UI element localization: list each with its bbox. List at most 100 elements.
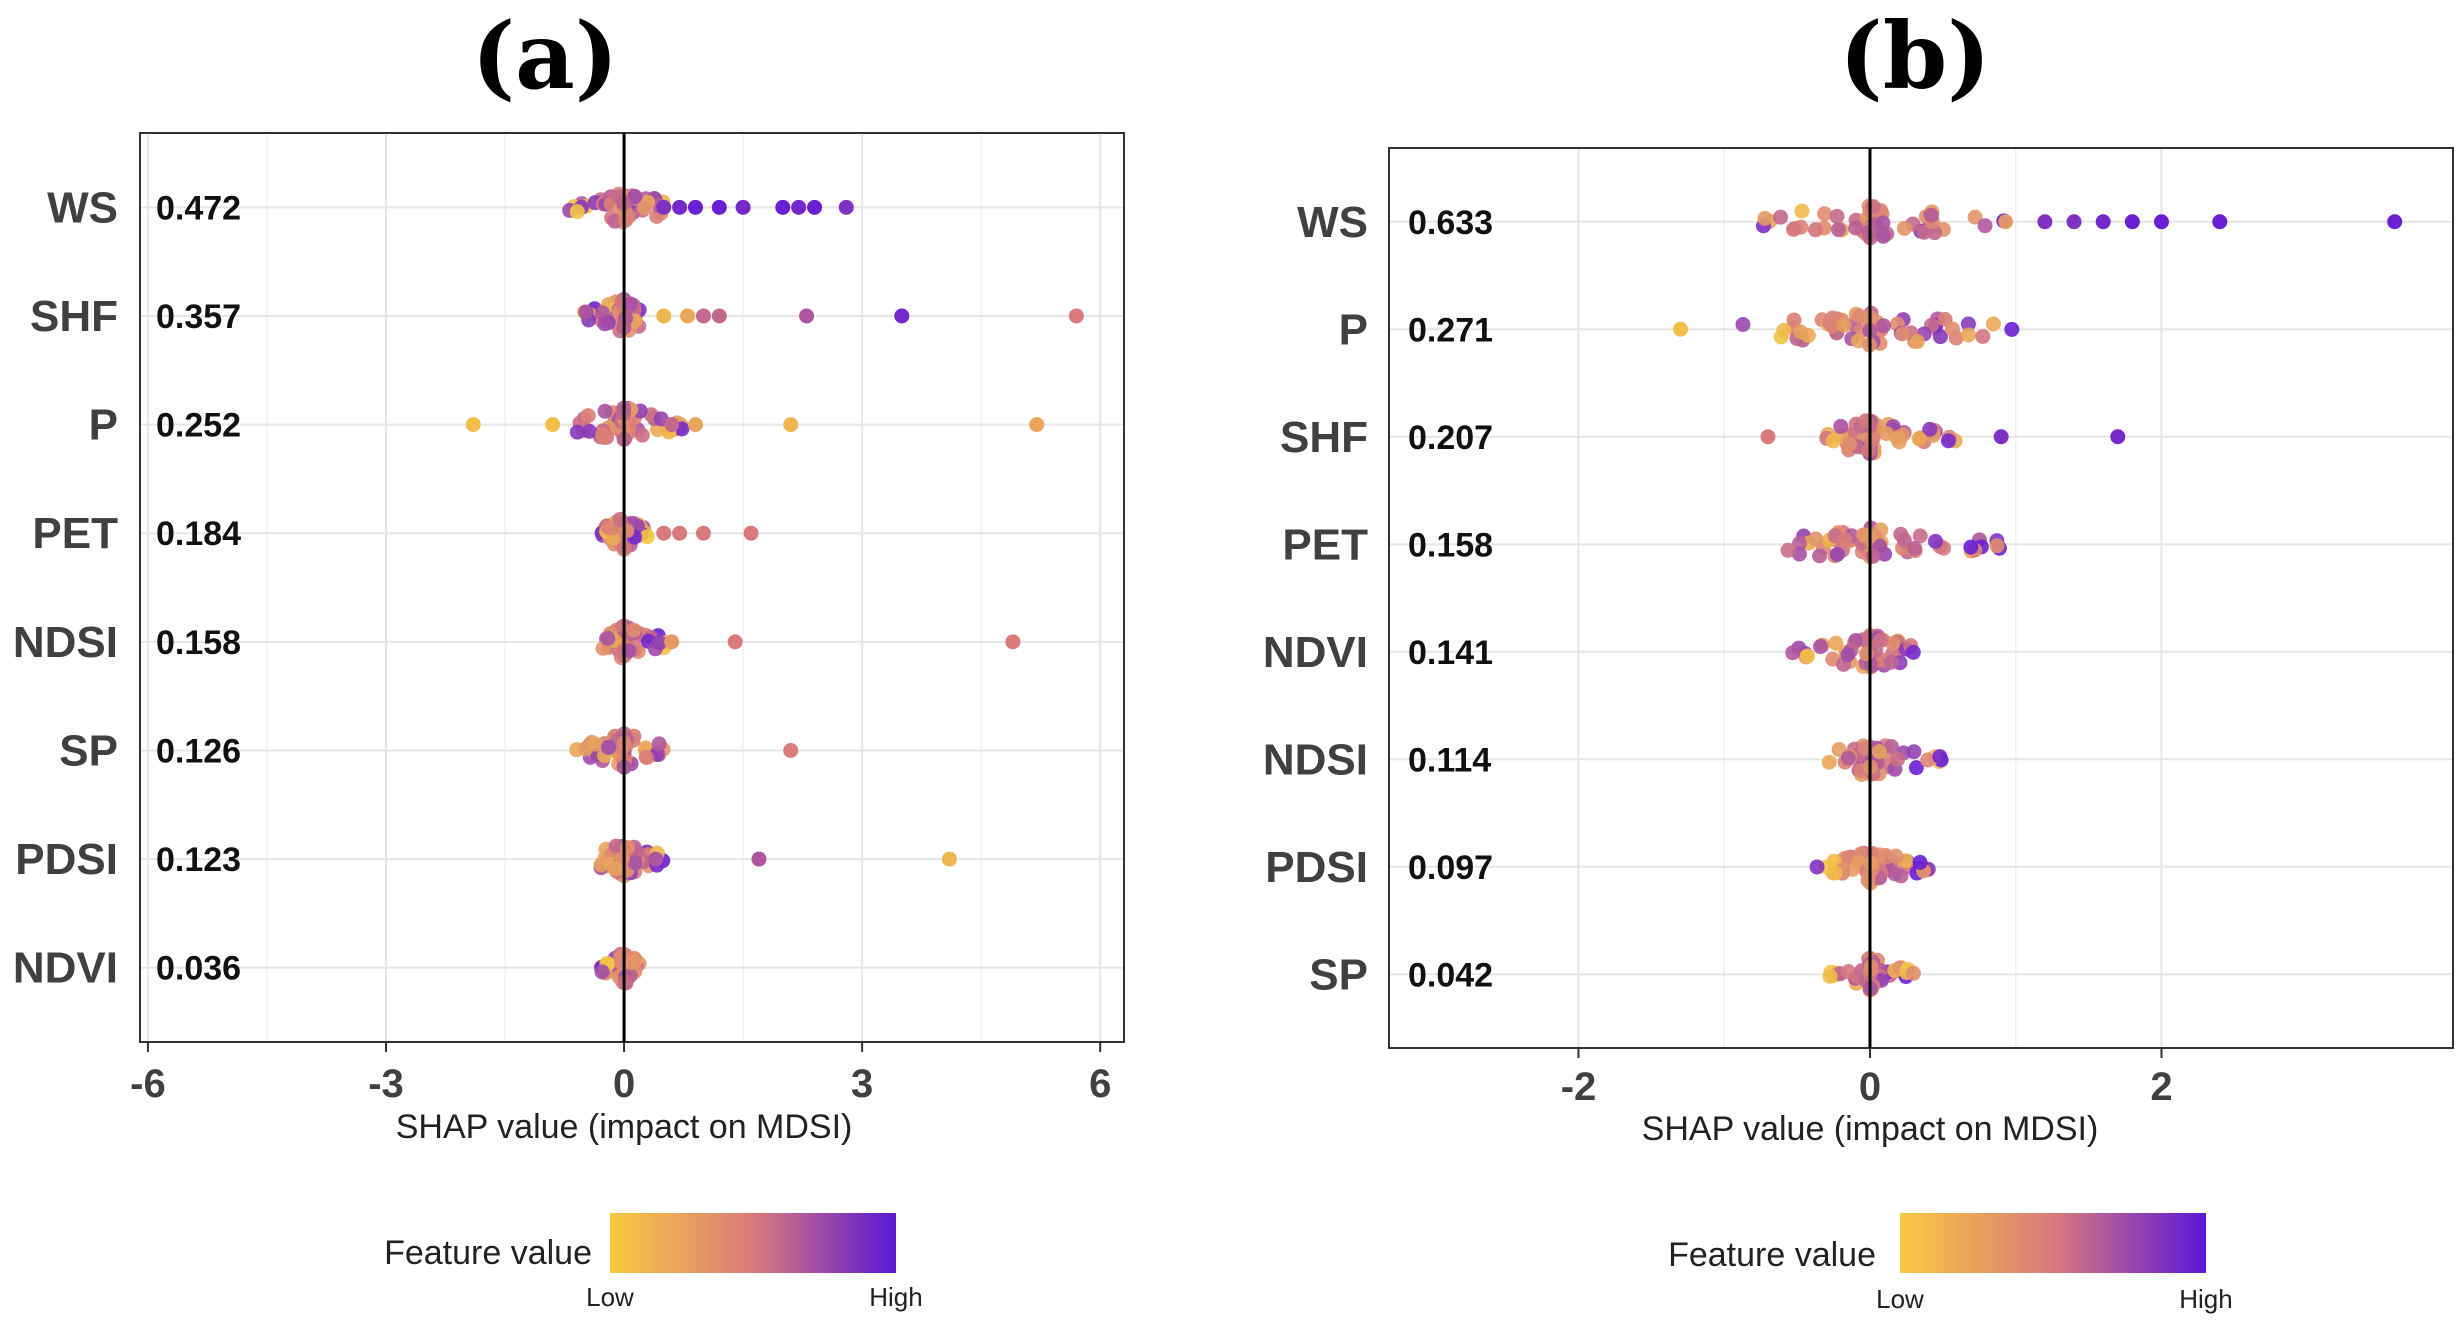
shap-point <box>1895 326 1911 342</box>
shap-point <box>1785 221 1801 237</box>
shap-point <box>1906 744 1922 760</box>
feature-name: NDSI <box>1263 735 1368 784</box>
shap-point <box>1812 548 1828 564</box>
shap-point <box>1905 965 1921 981</box>
shap-point <box>1833 418 1849 434</box>
feature-name: PET <box>32 509 118 558</box>
shap-point-tail <box>672 525 688 541</box>
feature-value-legend: Feature value Low High <box>384 1213 923 1312</box>
shap-point-tail <box>695 525 711 541</box>
shap-point <box>1905 644 1921 660</box>
legend-title: Feature value <box>384 1234 592 1272</box>
shap-point-tail <box>656 199 672 215</box>
shap-point <box>1827 865 1843 881</box>
shap-point <box>2004 321 2020 337</box>
shap-point <box>1875 215 1891 231</box>
x-axis-label: SHAP value (impact on MDSI) <box>396 1108 853 1146</box>
x-tick-label: -3 <box>368 1062 404 1106</box>
shap-point <box>1858 646 1874 662</box>
shap-point <box>1837 532 1853 548</box>
feature-importance: 0.207 <box>1408 419 1493 457</box>
shap-point-tail <box>711 199 727 215</box>
shap-point <box>1888 848 1904 864</box>
shap-point <box>1808 531 1824 547</box>
shap-point-tail <box>648 851 664 867</box>
shap-point <box>1871 744 1887 760</box>
legend-high-label: High <box>869 1282 922 1312</box>
feature-importance: 0.158 <box>156 624 241 662</box>
legend-colorbar <box>1900 1213 2206 1273</box>
x-tick-label: 0 <box>613 1062 635 1106</box>
shap-point <box>580 408 596 424</box>
shap-point <box>1830 222 1846 238</box>
shap-point-tail <box>783 742 799 758</box>
shap-point <box>1825 433 1841 449</box>
shap-point <box>1840 750 1856 766</box>
feature-row-pdsi <box>593 838 957 884</box>
shap-point <box>1829 208 1845 224</box>
x-tick-label: 0 <box>1859 1065 1881 1109</box>
shap-point <box>1793 324 1809 340</box>
shap-point <box>1875 228 1891 244</box>
shap-point <box>1908 760 1924 776</box>
shap-point <box>638 750 654 766</box>
shap-point <box>1842 437 1858 453</box>
shap-point <box>1821 754 1837 770</box>
shap-point <box>1836 317 1852 333</box>
feature-importance: 0.271 <box>1408 311 1493 349</box>
shap-point-tail <box>775 199 791 215</box>
shap-point-tail <box>894 308 910 324</box>
feature-row-sp <box>569 726 799 775</box>
shap-point <box>1927 533 1943 549</box>
feature-row-ws <box>562 186 854 230</box>
shap-point <box>626 622 642 638</box>
shap-point-tail <box>672 199 688 215</box>
feature-name: P <box>1339 305 1368 354</box>
shap-point <box>1840 646 1856 662</box>
legend-title: Feature value <box>1668 1236 1876 1274</box>
shap-point <box>1865 548 1881 564</box>
shap-point <box>1887 866 1903 882</box>
legend-high-label: High <box>2179 1284 2232 1314</box>
shap-point <box>623 296 639 312</box>
shap-point-tail <box>2066 214 2082 230</box>
feature-importance: 0.633 <box>1408 204 1493 242</box>
shap-point <box>1922 421 1938 437</box>
panel-a: (a) WS 0.472 SHF 0.357 P 0.252 PET 0.184 NDSI 0.15… <box>13 2 1125 1312</box>
shap-point <box>627 855 643 871</box>
legend-low-label: Low <box>586 1282 634 1312</box>
feature-importance: 0.184 <box>156 515 241 553</box>
shap-point <box>582 423 598 439</box>
shap-point <box>1786 312 1802 328</box>
shap-point <box>639 529 655 545</box>
shap-point <box>569 424 585 440</box>
shap-point <box>623 954 639 970</box>
feature-name: SP <box>1309 950 1368 999</box>
shap-point <box>1812 639 1828 655</box>
feature-name: PDSI <box>15 835 118 884</box>
feature-row-pdsi <box>1809 845 1936 891</box>
shap-point <box>1985 316 2001 332</box>
shap-point <box>1912 854 1928 870</box>
shap-point-tail <box>545 417 561 433</box>
shap-point <box>651 736 667 752</box>
shap-point <box>1800 648 1816 664</box>
shap-point-tail <box>695 308 711 324</box>
feature-importance: 0.141 <box>1408 634 1493 672</box>
shap-point <box>1967 209 1983 225</box>
shap-point <box>1989 538 2005 554</box>
feature-row-ndsi <box>595 618 1021 666</box>
feature-importance: 0.042 <box>1408 956 1493 994</box>
feature-name: SP <box>59 726 118 775</box>
shap-point-tail <box>2387 214 2403 230</box>
x-tick-label: 6 <box>1089 1062 1111 1106</box>
shap-point <box>1822 968 1838 984</box>
shap-point <box>614 851 630 867</box>
shap-point <box>1940 433 1956 449</box>
plot-frame <box>1388 147 2454 1049</box>
shap-point-tail <box>664 634 680 650</box>
shap-point-tail <box>711 308 727 324</box>
shap-point <box>1840 964 1856 980</box>
shap-point-tail <box>1993 429 2009 445</box>
